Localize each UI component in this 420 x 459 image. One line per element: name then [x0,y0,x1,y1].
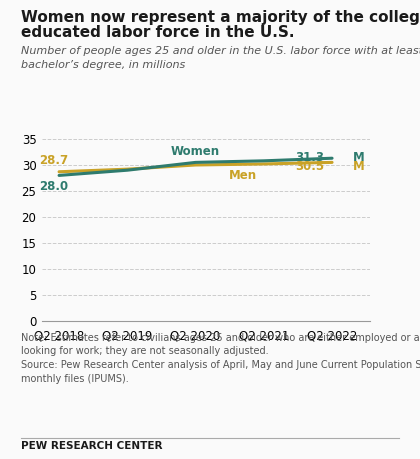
Text: M: M [352,160,364,174]
Text: Men: Men [229,169,257,182]
Text: 28.0: 28.0 [39,180,68,193]
Text: 31.3: 31.3 [295,151,324,164]
Text: M: M [352,151,364,164]
Text: Women now represent a majority of the college-: Women now represent a majority of the co… [21,10,420,25]
Text: 28.7: 28.7 [39,154,68,168]
Text: Note: Estimates refer to civilians ages 25 and older who are either employed or : Note: Estimates refer to civilians ages … [21,333,420,384]
Text: educated labor force in the U.S.: educated labor force in the U.S. [21,25,294,40]
Text: PEW RESEARCH CENTER: PEW RESEARCH CENTER [21,441,163,451]
Text: 30.5: 30.5 [295,160,324,174]
Text: Women: Women [171,145,220,158]
Text: Number of people ages 25 and older in the U.S. labor force with at least a
bache: Number of people ages 25 and older in th… [21,46,420,70]
